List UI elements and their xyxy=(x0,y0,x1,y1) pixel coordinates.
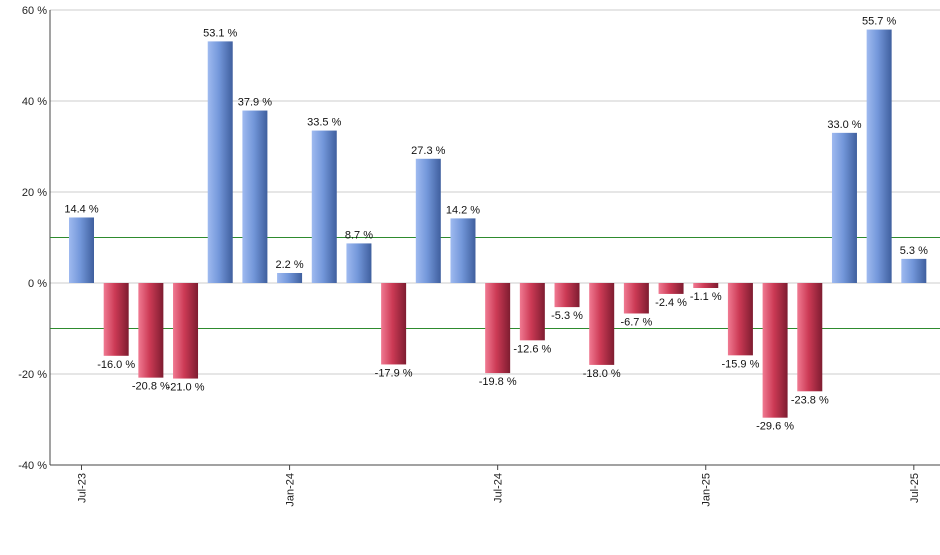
data-label: 27.3 % xyxy=(411,145,445,157)
bar xyxy=(450,218,476,283)
bar xyxy=(242,110,268,284)
bar xyxy=(485,283,511,374)
data-label: 55.7 % xyxy=(862,16,896,28)
data-label: -23.8 % xyxy=(791,394,829,406)
bar xyxy=(103,283,129,356)
data-label: -12.6 % xyxy=(513,343,551,355)
data-label: 53.1 % xyxy=(203,27,237,39)
bar xyxy=(901,258,927,283)
data-label: -18.0 % xyxy=(583,368,621,380)
bar xyxy=(346,243,372,283)
data-label: -2.4 % xyxy=(655,297,687,309)
bar xyxy=(207,41,233,283)
data-label: -19.8 % xyxy=(479,376,517,388)
y-tick-label: 60 % xyxy=(22,5,47,17)
bar xyxy=(138,283,164,378)
data-label: -29.6 % xyxy=(756,421,794,433)
data-label: 14.4 % xyxy=(64,203,98,215)
data-label: -16.0 % xyxy=(97,359,135,371)
data-label: -20.8 % xyxy=(132,381,170,393)
bar xyxy=(589,283,615,365)
bar xyxy=(831,132,857,283)
bar xyxy=(415,158,441,283)
data-label: -15.9 % xyxy=(721,358,759,370)
bar xyxy=(69,217,94,283)
data-label: -17.9 % xyxy=(375,367,413,379)
bar xyxy=(623,283,649,314)
y-tick-label: 40 % xyxy=(22,96,47,108)
bar xyxy=(866,29,892,283)
bar xyxy=(797,283,823,392)
bar xyxy=(519,283,545,341)
data-label: 2.2 % xyxy=(276,259,304,271)
y-tick-label: 0 % xyxy=(28,278,47,290)
bar xyxy=(311,130,337,283)
bar xyxy=(693,283,719,289)
data-label: 8.7 % xyxy=(345,229,373,241)
bar xyxy=(554,283,580,308)
data-label: 33.5 % xyxy=(307,117,341,129)
bar xyxy=(277,272,303,283)
x-tick-label: Jan-25 xyxy=(701,473,713,507)
y-tick-label: -40 % xyxy=(18,460,47,472)
y-tick-label: 20 % xyxy=(22,187,47,199)
data-label: -21.0 % xyxy=(167,382,205,394)
bar xyxy=(381,283,407,365)
x-tick-label: Jul-24 xyxy=(493,473,505,503)
x-tick-label: Jul-25 xyxy=(909,473,921,503)
x-tick-label: Jan-24 xyxy=(285,473,297,507)
data-label: 37.9 % xyxy=(238,97,272,109)
data-label: -6.7 % xyxy=(620,316,652,328)
data-label: 33.0 % xyxy=(827,119,861,131)
data-label: -5.3 % xyxy=(551,310,583,322)
bar xyxy=(762,283,788,418)
x-tick-label: Jul-23 xyxy=(77,473,89,503)
data-label: 5.3 % xyxy=(900,245,928,257)
bar xyxy=(173,283,199,379)
y-tick-label: -20 % xyxy=(18,369,47,381)
bar xyxy=(658,283,684,294)
data-label: -1.1 % xyxy=(690,291,722,303)
bar xyxy=(727,283,753,356)
data-label: 14.2 % xyxy=(446,204,480,216)
